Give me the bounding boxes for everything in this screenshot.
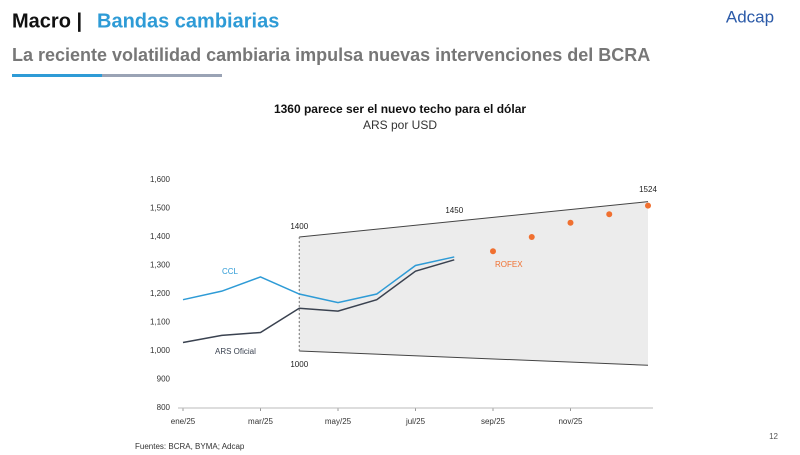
y-tick-label: 1,000 bbox=[150, 346, 171, 355]
series-label: ROFEX bbox=[495, 260, 523, 269]
logo: Adcap bbox=[726, 7, 774, 26]
band-area bbox=[299, 201, 648, 366]
series-line bbox=[182, 256, 455, 304]
rofex-point bbox=[606, 211, 613, 218]
x-tick-label: may/25 bbox=[325, 417, 352, 426]
y-tick-label: 1,100 bbox=[150, 318, 171, 327]
chart-title: 1360 parece ser el nuevo techo para el d… bbox=[274, 102, 526, 116]
y-tick-label: 1,400 bbox=[150, 232, 171, 241]
slide-title: Bandas cambiarias bbox=[97, 10, 279, 32]
x-tick-label: ene/25 bbox=[171, 417, 196, 426]
annotation: 1524 bbox=[639, 185, 657, 194]
rofex-point bbox=[528, 234, 535, 240]
y-tick-label: 1,600 bbox=[150, 175, 171, 184]
rofex-point bbox=[645, 202, 651, 209]
rofex-point bbox=[490, 248, 496, 255]
annotation: 1450 bbox=[445, 206, 463, 215]
source: Fuentes: BCRA, BYMA; Adcap bbox=[135, 442, 245, 451]
x-tick-label: nov/25 bbox=[558, 417, 583, 426]
rule bbox=[12, 74, 102, 77]
x-tick-label: jul/25 bbox=[405, 417, 426, 426]
series-label: ARS Oficial bbox=[215, 347, 256, 356]
y-tick-label: 1,300 bbox=[150, 261, 171, 270]
y-tick-label: 800 bbox=[157, 403, 171, 412]
y-tick-label: 900 bbox=[157, 375, 171, 384]
section: Macro | bbox=[12, 10, 82, 32]
series-line bbox=[182, 259, 455, 344]
annotation: 1400 bbox=[290, 222, 308, 231]
band-upper bbox=[299, 201, 649, 238]
x-tick-label: mar/25 bbox=[248, 417, 273, 426]
band-lower bbox=[299, 350, 649, 366]
rule bbox=[102, 74, 222, 77]
rofex-point bbox=[567, 219, 574, 226]
slide-subtitle: La reciente volatilidad cambiaria impuls… bbox=[12, 45, 650, 65]
y-tick-label: 1,200 bbox=[150, 289, 171, 298]
page-number: 12 bbox=[769, 432, 778, 441]
annotation: 1000 bbox=[290, 360, 308, 369]
x-tick-label: sep/25 bbox=[481, 417, 506, 426]
y-tick-label: 1,500 bbox=[150, 204, 171, 213]
chart-subtitle: ARS por USD bbox=[363, 118, 437, 132]
series-label: CCL bbox=[222, 267, 239, 276]
